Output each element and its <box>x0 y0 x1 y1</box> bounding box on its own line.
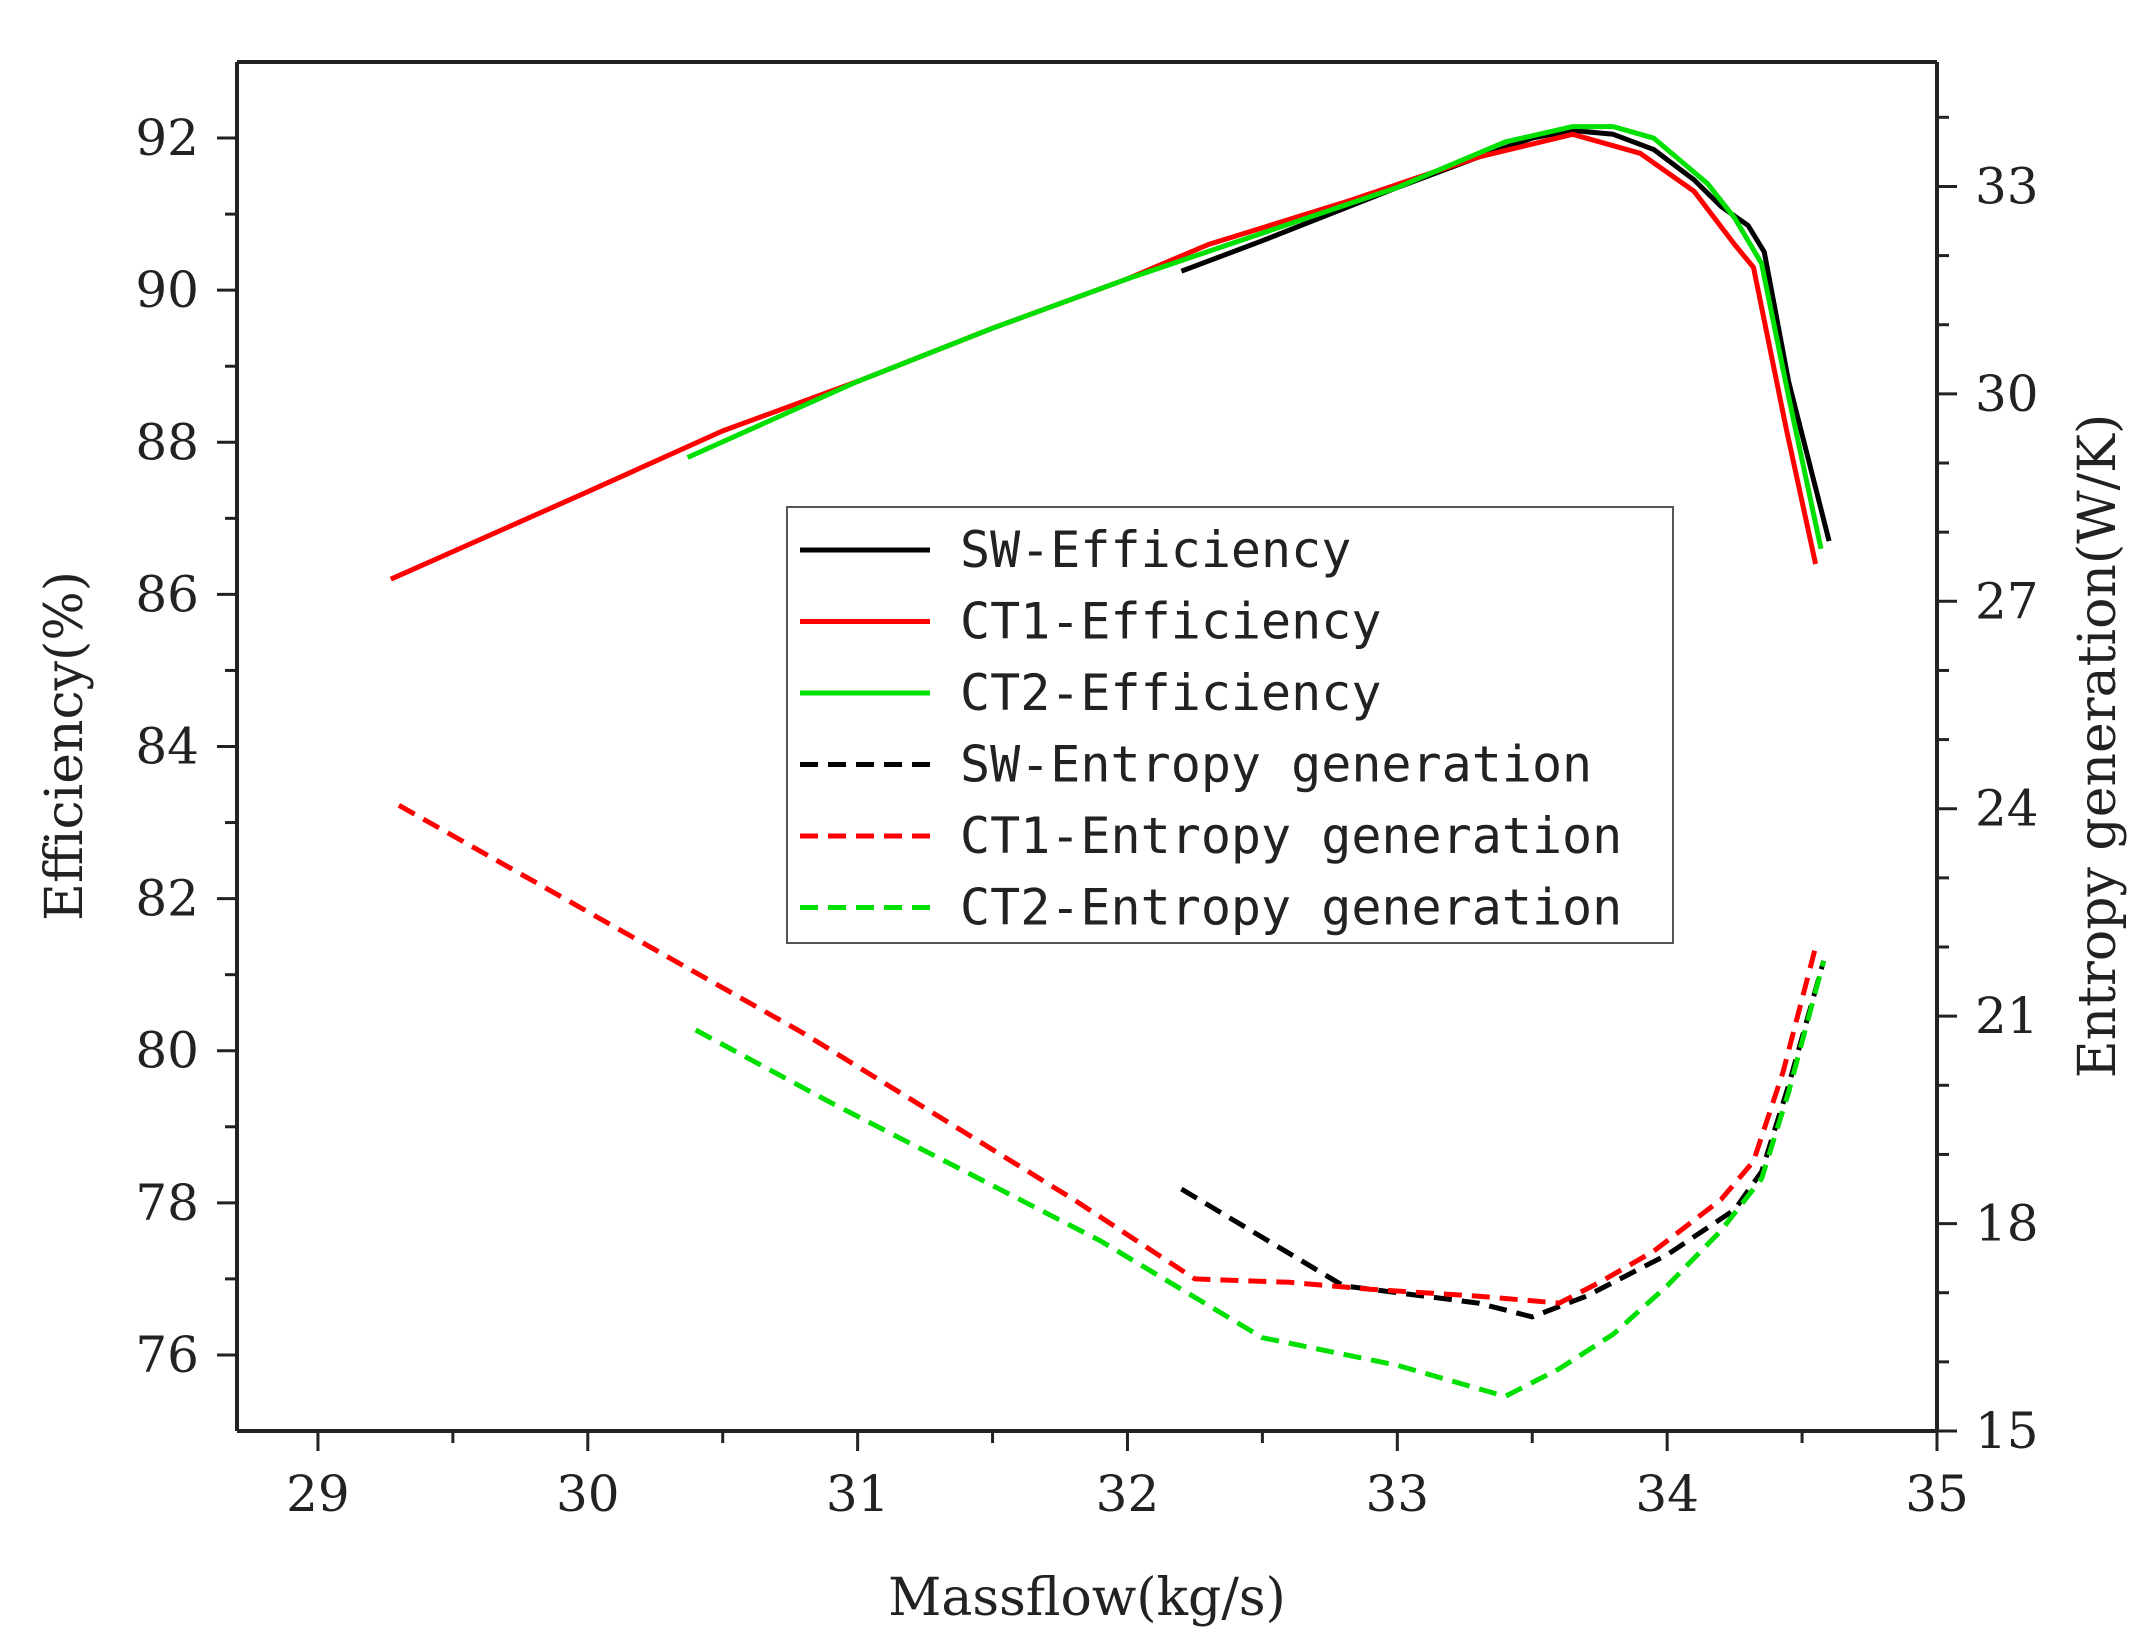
series-layer <box>389 124 1832 1399</box>
y-right-tick-label: 18 <box>1975 1195 2039 1253</box>
x-axis-title: Massflow(kg/s) <box>888 1568 1286 1628</box>
series-line-ct2-entropy-generation <box>694 960 1827 1399</box>
series-line-ct2-efficiency <box>686 124 1824 550</box>
legend-label: SW-Entropy generation <box>960 736 1592 794</box>
y-right-tick-label: 21 <box>1975 987 2039 1045</box>
legend-label: CT1-Entropy generation <box>960 807 1622 865</box>
x-tick-label: 35 <box>1905 1465 1969 1523</box>
series-line-sw-entropy-generation <box>1180 960 1827 1320</box>
y-right-tick-label: 30 <box>1975 365 2039 423</box>
x-ticks: 29 30 31 32 33 34 35 <box>286 1431 1969 1523</box>
y-left-axis-title: Efficiency(%) <box>35 571 95 921</box>
legend-label: CT2-Efficiency <box>960 664 1381 722</box>
legend-label: CT1-Efficiency <box>960 593 1381 651</box>
legend-label: CT2-Entropy generation <box>960 879 1622 937</box>
y-left-tick-label: 76 <box>135 1326 199 1384</box>
x-tick-label: 32 <box>1096 1465 1160 1523</box>
y-left-tick-label: 86 <box>135 565 199 623</box>
y-left-tick-label: 92 <box>135 109 199 167</box>
y-left-tick-label: 78 <box>135 1174 199 1232</box>
series-line-sw-efficiency <box>1180 128 1832 542</box>
y-right-tick-label: 15 <box>1975 1402 2039 1460</box>
y-right-tick-label: 27 <box>1975 572 2039 630</box>
y-left-ticks: 76 78 80 82 84 86 88 90 92 <box>135 109 237 1384</box>
y-left-tick-label: 80 <box>135 1022 199 1080</box>
y-left-tick-label: 84 <box>135 718 199 776</box>
y-right-ticks: 15 18 21 24 27 30 33 <box>1937 115 2039 1460</box>
legend-box <box>786 506 1674 944</box>
x-tick-label: 29 <box>286 1465 350 1523</box>
x-tick-label: 31 <box>826 1465 890 1523</box>
y-left-tick-label: 88 <box>135 413 199 471</box>
y-left-tick-label: 90 <box>135 261 199 319</box>
y-right-tick-label: 33 <box>1975 157 2039 215</box>
legend: SW-Efficiency CT1-Efficiency CT2-Efficienc… <box>786 506 1674 944</box>
legend-label: SW-Efficiency <box>960 521 1351 579</box>
x-tick-label: 34 <box>1635 1465 1699 1523</box>
x-tick-label: 33 <box>1366 1465 1430 1523</box>
y-right-tick-label: 24 <box>1975 780 2039 838</box>
x-tick-label: 30 <box>556 1465 620 1523</box>
y-left-tick-label: 82 <box>135 870 199 928</box>
series-line-ct1-entropy-generation <box>397 803 1819 1306</box>
y-right-axis-title: Entropy generation(W/K) <box>2068 414 2128 1079</box>
